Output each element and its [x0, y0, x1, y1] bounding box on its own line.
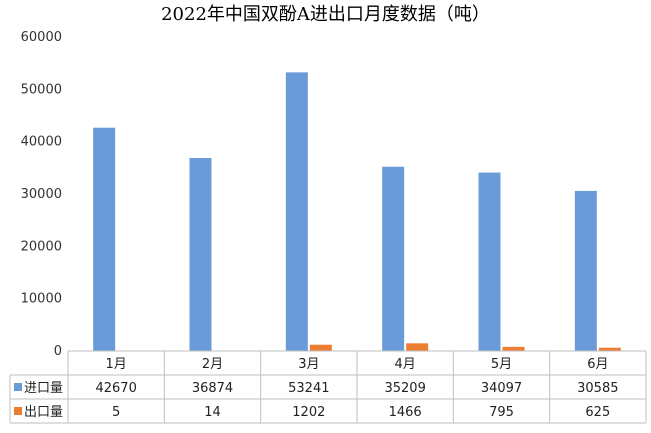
bar-export — [309, 344, 332, 351]
bar-import — [478, 172, 501, 351]
data-label: 1202 — [292, 405, 325, 420]
y-tick-label: 20000 — [21, 239, 62, 254]
bar-export — [502, 346, 525, 351]
data-label: 14 — [204, 405, 221, 420]
bar-import — [382, 166, 405, 351]
bar-export — [598, 347, 621, 351]
data-label: 795 — [489, 405, 514, 420]
bars — [93, 72, 621, 352]
data-label: 5 — [112, 405, 120, 420]
y-tick-label: 30000 — [21, 187, 62, 202]
y-axis-ticks: 0 10000 20000 30000 40000 50000 60000 — [21, 30, 62, 359]
data-label: 36874 — [192, 381, 233, 396]
y-tick-label: 50000 — [21, 82, 62, 97]
category-label: 1月 — [106, 357, 127, 372]
bar-import — [93, 127, 116, 351]
legend-key-export — [14, 407, 22, 415]
data-label: 34097 — [481, 381, 522, 396]
data-label: 30585 — [577, 381, 618, 396]
category-label: 4月 — [395, 357, 416, 372]
bar-import — [574, 190, 597, 351]
legend-label: 进口量 — [24, 381, 63, 396]
data-label: 42670 — [95, 381, 136, 396]
data-label: 625 — [585, 405, 610, 420]
y-tick-label: 0 — [54, 344, 62, 359]
bar-import — [285, 72, 308, 351]
y-tick-label: 10000 — [21, 292, 62, 307]
category-label: 3月 — [298, 357, 319, 372]
category-label: 5月 — [491, 357, 512, 372]
legend-label: 出口量 — [24, 405, 63, 420]
category-label: 6月 — [587, 357, 608, 372]
y-tick-label: 60000 — [21, 30, 62, 45]
data-label: 53241 — [288, 381, 329, 396]
bar-export — [406, 343, 429, 351]
y-tick-label: 40000 — [21, 135, 62, 150]
data-label: 35209 — [384, 381, 425, 396]
chart-title: 2022年中国双酚A进出口月度数据（吨） — [161, 4, 490, 25]
bar-import — [189, 158, 212, 351]
legend-key-import — [14, 383, 22, 391]
category-label: 2月 — [202, 357, 223, 372]
data-label: 1466 — [389, 405, 422, 420]
